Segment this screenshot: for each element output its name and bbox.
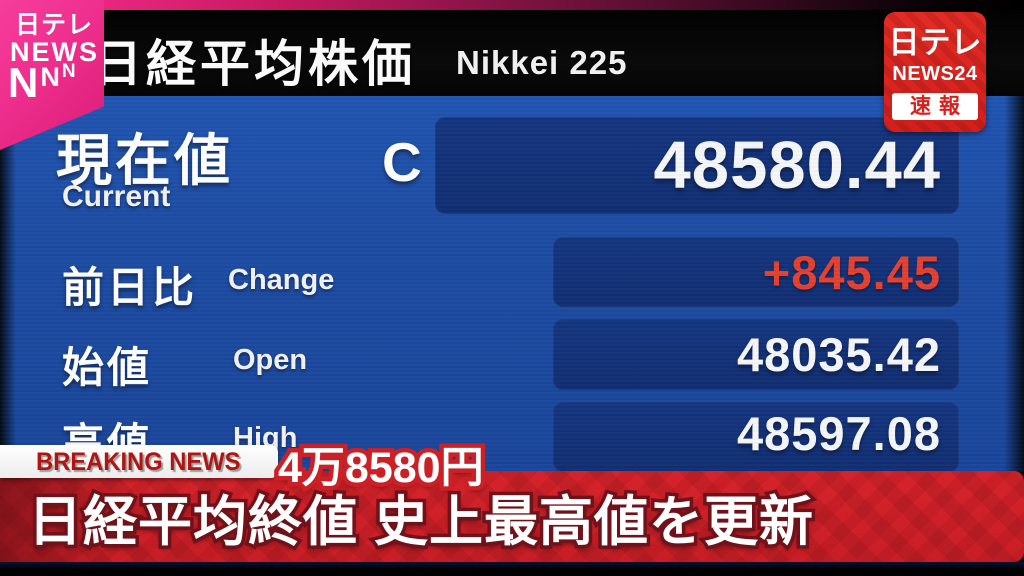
current-value-panel: 48580.44 [435, 117, 959, 214]
breaking-news-strip: BREAKING NEWS [0, 445, 278, 478]
change-value-panel: +845.45 [553, 237, 959, 307]
current-tick-letter: C [382, 131, 422, 193]
current-label-ja: 現在値 [56, 129, 233, 192]
nnn-letter-2: N [40, 62, 60, 92]
board-title-english: Nikkei 225 [456, 44, 628, 81]
news24-badge: 日テレ NEWS24 速報 [884, 12, 986, 132]
headline: 日経平均終値 史上最高値を更新 日経平均終値 史上最高値を更新 [24, 471, 816, 562]
headline-text: 日経平均終値 史上最高値を更新 [28, 492, 815, 552]
price-tag-outline: 4万8580円 [274, 440, 489, 497]
nnn-letters: N N N [8, 62, 76, 104]
open-label-ja: 始値 [62, 344, 153, 391]
bottom-black-strip [0, 562, 1024, 576]
price-tag: 4万8580円 4万8580円 [274, 433, 489, 497]
price-tag-text: 4万8580円 [278, 444, 484, 492]
current-label-en: Current [62, 180, 171, 213]
breaking-news-banner [0, 471, 1024, 562]
nnn-letter-1: N [8, 59, 39, 106]
board-title-japanese: 日経平均株価 [92, 36, 416, 92]
current-value: 48580.44 [653, 128, 941, 203]
news24-brand-text: 日テレ [888, 25, 982, 60]
high-value: 48597.08 [736, 407, 941, 460]
ntv-brand-text: 日テレ [15, 11, 94, 39]
headline-outline: 日経平均終値 史上最高値を更新 [24, 489, 816, 556]
change-value: +845.45 [762, 245, 941, 299]
change-label-en: Change [228, 264, 335, 296]
high-value-panel: 48597.08 [553, 402, 959, 472]
ntv-news-text: NEWS [10, 37, 99, 67]
open-label-en: Open [233, 344, 308, 376]
breaking-flash-badge: 速報 [890, 91, 980, 123]
change-label-ja: 前日比 [62, 264, 198, 311]
nnn-letter-3: N [61, 61, 76, 82]
header-bar: 日経平均株価 Nikkei 225 [0, 10, 1024, 96]
top-gradient-strip [0, 0, 1024, 13]
news24-channel-text: NEWS24 [892, 63, 978, 85]
open-value-panel: 48035.42 [553, 319, 959, 390]
breaking-news-label: BREAKING NEWS [36, 448, 241, 476]
open-value: 48035.42 [736, 328, 941, 381]
